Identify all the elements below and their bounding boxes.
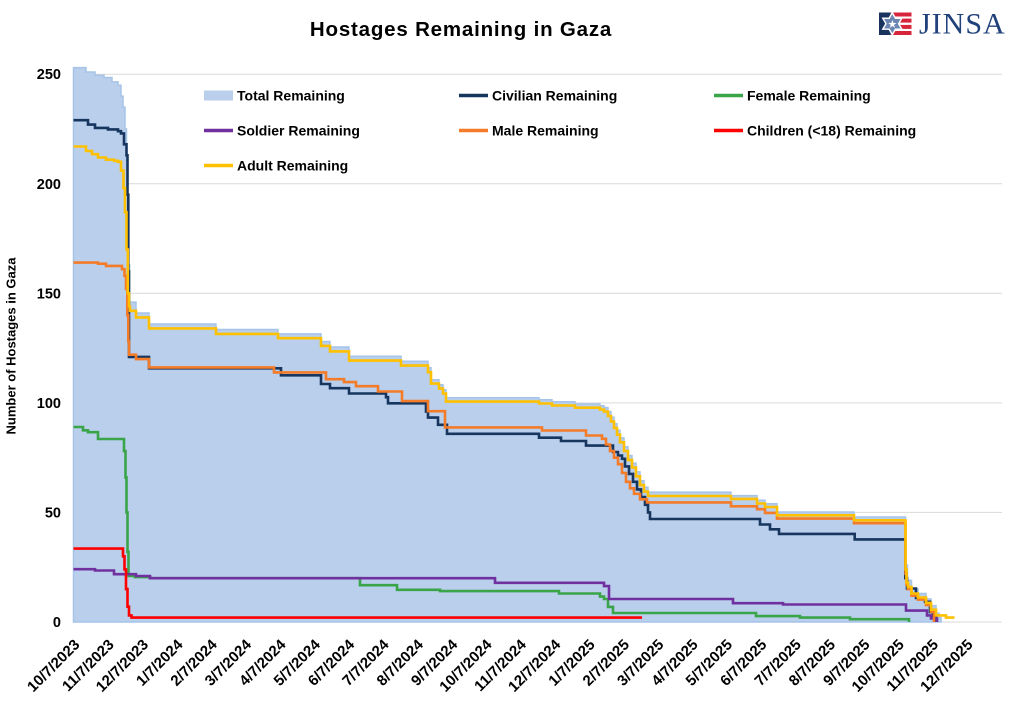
svg-text:Civilian Remaining: Civilian Remaining: [492, 88, 617, 104]
svg-text:150: 150: [37, 286, 61, 302]
svg-text:JINSA: JINSA: [919, 8, 1006, 41]
svg-text:Total Remaining: Total Remaining: [237, 88, 345, 104]
svg-text:Soldier Remaining: Soldier Remaining: [237, 123, 360, 139]
svg-text:Female Remaining: Female Remaining: [747, 88, 871, 104]
svg-text:200: 200: [37, 177, 61, 193]
svg-text:Children (<18) Remaining: Children (<18) Remaining: [747, 123, 916, 139]
svg-text:50: 50: [45, 505, 61, 521]
svg-text:Male Remaining: Male Remaining: [492, 123, 599, 139]
svg-text:0: 0: [53, 615, 61, 631]
svg-text:100: 100: [37, 396, 61, 412]
svg-text:250: 250: [37, 67, 61, 83]
svg-text:Adult Remaining: Adult Remaining: [237, 158, 348, 174]
svg-text:Hostages Remaining in Gaza: Hostages Remaining in Gaza: [310, 18, 612, 41]
svg-text:Number of Hostages in Gaza: Number of Hostages in Gaza: [4, 257, 19, 435]
